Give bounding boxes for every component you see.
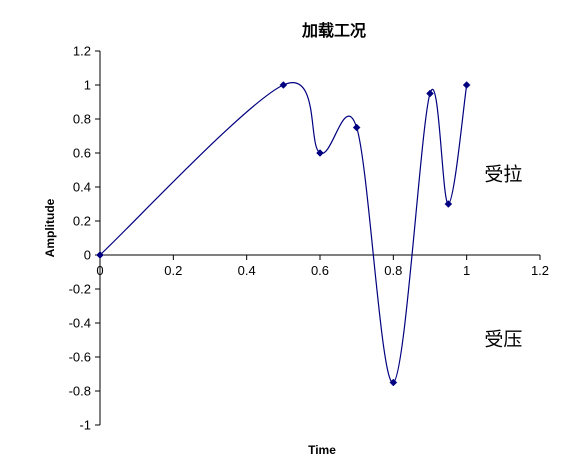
x-tick-label: 0 [96, 263, 103, 278]
y-tick-label: 1.2 [73, 44, 91, 59]
y-tick-label: -0.6 [69, 350, 91, 365]
annotation-label: 受拉 [484, 163, 522, 185]
data-point-marker [462, 81, 471, 89]
x-axis-title: Time [308, 443, 336, 457]
y-tick-label: -0.4 [69, 316, 91, 331]
axes [95, 50, 541, 426]
data-point-marker [389, 378, 398, 387]
annotation-label: 受压 [484, 328, 522, 350]
x-tick-label: 1.2 [531, 263, 549, 278]
y-tick-label: -0.8 [69, 384, 91, 399]
y-tick-label: 1 [84, 78, 91, 93]
x-tick-label: 0.6 [311, 263, 329, 278]
y-tick-label: 0.4 [73, 180, 91, 195]
series-markers [96, 81, 471, 387]
data-point-marker [444, 200, 453, 208]
tick-labels: -1 -0.8 -0.6 -0.4 -0.2 0 0.2 0.4 0.6 0.8 1 1.2 0 0.2 0… [69, 44, 549, 433]
data-point-marker [96, 251, 104, 259]
x-tick-label: 0.2 [164, 263, 182, 278]
y-tick-label: 0.6 [73, 146, 91, 161]
y-tick-label: -0.2 [69, 282, 91, 297]
x-tick-label: 1 [463, 263, 470, 278]
y-tick-label: -1 [79, 418, 91, 433]
x-tick-label: 0.8 [384, 263, 402, 278]
data-point-marker [352, 123, 361, 132]
y-tick-label: 0 [84, 248, 91, 263]
x-tick-label: 0.4 [238, 263, 256, 278]
y-axis-title: Amplitude [43, 198, 57, 257]
series-line [99, 82, 468, 384]
y-tick-label: 0.2 [73, 214, 91, 229]
data-point-marker [279, 81, 288, 89]
y-tick-label: 0.8 [73, 112, 91, 127]
data-point-marker [316, 149, 324, 157]
data-point-marker [426, 89, 434, 98]
chart-title: 加载工况 [301, 21, 366, 40]
